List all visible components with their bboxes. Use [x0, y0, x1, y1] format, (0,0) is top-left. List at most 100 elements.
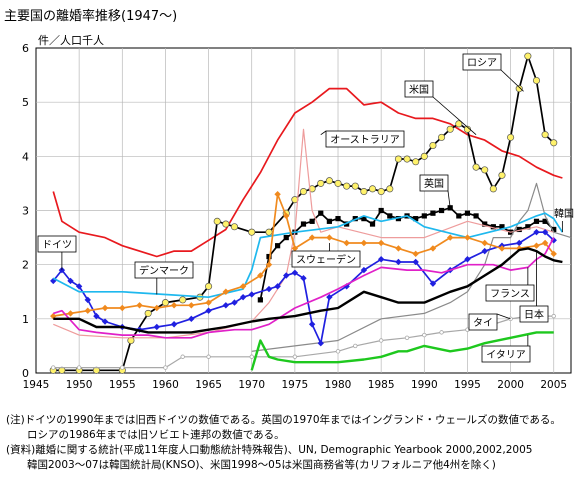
- data-point: [222, 302, 230, 309]
- data-point: [541, 131, 549, 139]
- data-point: [335, 216, 341, 222]
- series-label: オーストラリア: [330, 134, 400, 146]
- data-point: [153, 304, 161, 312]
- data-point: [533, 218, 540, 224]
- data-point: [161, 299, 169, 307]
- series-label: フランス: [490, 288, 530, 300]
- label-box: [462, 53, 502, 71]
- label-box: [37, 235, 77, 253]
- series-label: タイ: [473, 317, 493, 329]
- series-label: スウェーデン: [296, 253, 356, 266]
- x-tick-label: 1955: [109, 379, 136, 391]
- data-point: [446, 234, 454, 241]
- data-point: [144, 309, 152, 317]
- data-point: [84, 296, 91, 304]
- data-point: [395, 258, 402, 266]
- data-point: [463, 125, 472, 133]
- x-tick-label: 1990: [411, 379, 438, 391]
- data-point: [422, 332, 427, 338]
- data-point: [360, 239, 368, 247]
- label-leader: [447, 190, 451, 208]
- data-point: [394, 155, 402, 163]
- data-point: [230, 223, 239, 231]
- data-point: [75, 283, 83, 290]
- data-point: [283, 234, 289, 241]
- data-point: [222, 220, 230, 228]
- x-tick-label: 2000: [497, 379, 524, 391]
- y-axis-label: 件／人口千人: [38, 34, 104, 47]
- data-point: [249, 354, 254, 359]
- data-point: [421, 213, 427, 219]
- data-point: [446, 125, 454, 133]
- data-point: [222, 288, 230, 295]
- data-point: [317, 179, 325, 187]
- data-point: [464, 256, 471, 263]
- data-point: [378, 207, 384, 214]
- series-line: [251, 182, 572, 352]
- data-point: [325, 177, 333, 185]
- data-point: [205, 299, 212, 306]
- data-point: [533, 228, 540, 236]
- data-point: [291, 245, 299, 252]
- label-box: [485, 284, 535, 302]
- data-point: [67, 310, 74, 317]
- series-line: [52, 87, 563, 258]
- data-point: [438, 133, 446, 141]
- series-label: 日本: [524, 308, 544, 321]
- data-point: [550, 250, 557, 258]
- series-line: [52, 212, 564, 299]
- data-point: [456, 213, 462, 219]
- x-tick-label: 1980: [325, 379, 352, 391]
- data-point: [412, 258, 419, 266]
- footnotes: (注)ドイツの1990年までは旧西ドイツの数値である。英国の1970年まではイン…: [6, 413, 581, 473]
- data-point: [360, 187, 368, 196]
- data-point: [308, 321, 316, 328]
- axes: 0 1 2 3 4 5 6 1945 1950 1955 1960 1965 1970 1975 1980 1…: [22, 42, 567, 391]
- data-point: [515, 85, 523, 93]
- series-line: [53, 247, 563, 334]
- data-point: [429, 245, 437, 252]
- data-point: [299, 187, 308, 196]
- data-point: [498, 245, 506, 252]
- y-tick-label: 1: [22, 313, 29, 326]
- data-point: [119, 304, 126, 312]
- data-point: [473, 213, 479, 219]
- series-label: 英国: [424, 177, 444, 190]
- data-point: [516, 239, 523, 247]
- label-box: [481, 345, 531, 363]
- data-point: [413, 216, 419, 222]
- data-point: [180, 354, 185, 359]
- data-point: [541, 239, 549, 247]
- data-point: [353, 343, 358, 349]
- data-point: [309, 218, 315, 224]
- data-point: [369, 221, 376, 227]
- x-tick-label: 1970: [238, 379, 265, 391]
- data-point: [265, 285, 273, 293]
- data-point: [377, 187, 385, 196]
- series-label: イタリア: [486, 349, 526, 361]
- series-line: [250, 331, 554, 371]
- data-point: [412, 158, 420, 166]
- data-point: [317, 340, 324, 347]
- label-box: [291, 250, 361, 268]
- data-point: [525, 224, 531, 230]
- data-point: [335, 349, 341, 354]
- data-point: [239, 283, 247, 290]
- data-point: [188, 315, 195, 323]
- data-point: [76, 365, 82, 370]
- series-line: [53, 315, 554, 369]
- data-point: [368, 185, 377, 193]
- data-point: [455, 120, 463, 128]
- data-point: [318, 210, 324, 216]
- series-label: 米国: [409, 83, 429, 96]
- x-tick-label: 1985: [368, 379, 395, 391]
- y-tick-label: 0: [22, 367, 29, 380]
- y-tick-label: 2: [22, 259, 29, 272]
- data-point: [274, 191, 281, 198]
- data-point: [481, 239, 488, 247]
- data-point: [101, 304, 109, 312]
- data-point: [429, 141, 437, 150]
- data-point: [239, 293, 247, 301]
- data-point: [257, 297, 263, 303]
- data-point: [481, 166, 489, 174]
